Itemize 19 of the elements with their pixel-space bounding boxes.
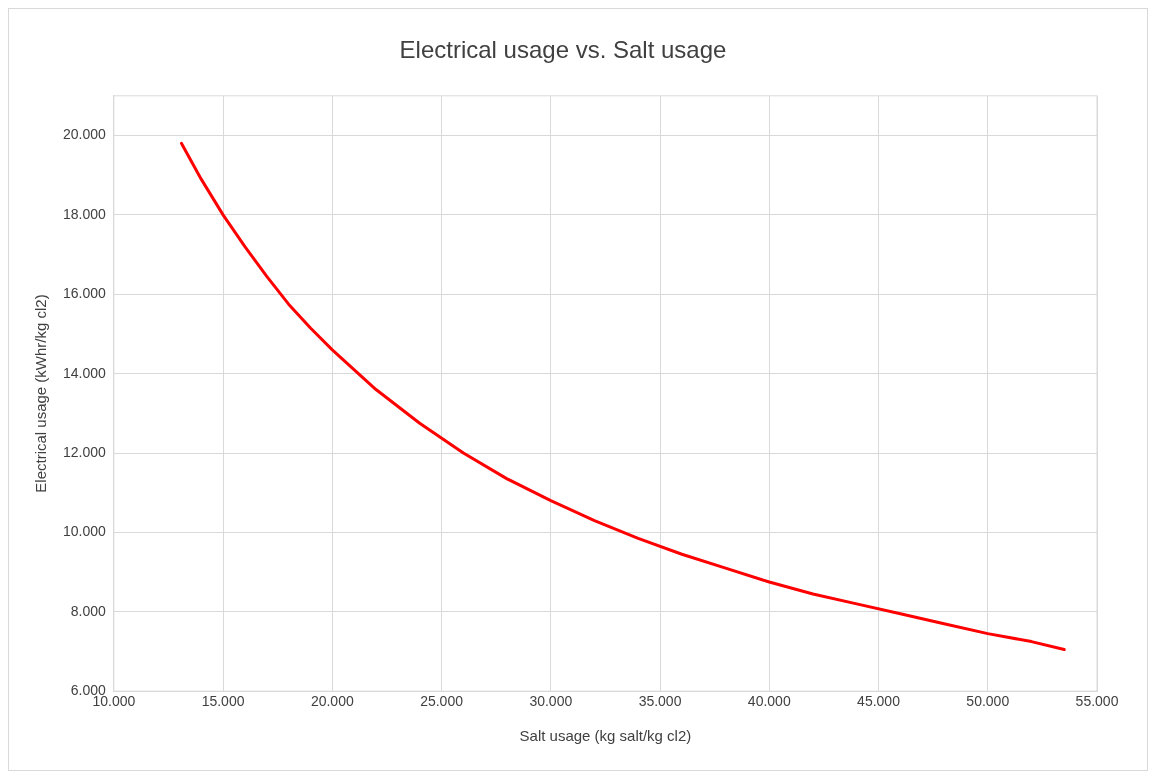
x-tick-label: 35.000 — [638, 693, 682, 710]
y-tick-label: 12.000 — [62, 443, 107, 460]
x-tick-label: 50.000 — [966, 693, 1010, 710]
y-tick-label: 18.000 — [62, 205, 107, 222]
x-tick-label: 45.000 — [857, 693, 901, 710]
y-tick-label: 14.000 — [62, 364, 107, 381]
x-tick-label: 25.000 — [420, 693, 464, 710]
x-tick-label: 15.000 — [201, 693, 245, 710]
chart-title: Electrical usage vs. Salt usage — [399, 36, 727, 64]
x-tick-label: 40.000 — [747, 693, 791, 710]
y-tick-label: 8.000 — [70, 602, 107, 619]
x-tick-label: 55.000 — [1075, 693, 1119, 710]
x-tick-label: 30.000 — [529, 693, 573, 710]
y-tick-label: 10.000 — [62, 523, 107, 540]
x-tick-label: 20.000 — [310, 693, 354, 710]
y-tick-label: 16.000 — [62, 285, 107, 302]
y-tick-label: 20.000 — [62, 126, 107, 143]
x-axis-title: Salt usage (kg salt/kg cl2) — [519, 727, 692, 745]
y-axis-title: Electrical usage (kWhr/kg cl2) — [32, 294, 50, 493]
